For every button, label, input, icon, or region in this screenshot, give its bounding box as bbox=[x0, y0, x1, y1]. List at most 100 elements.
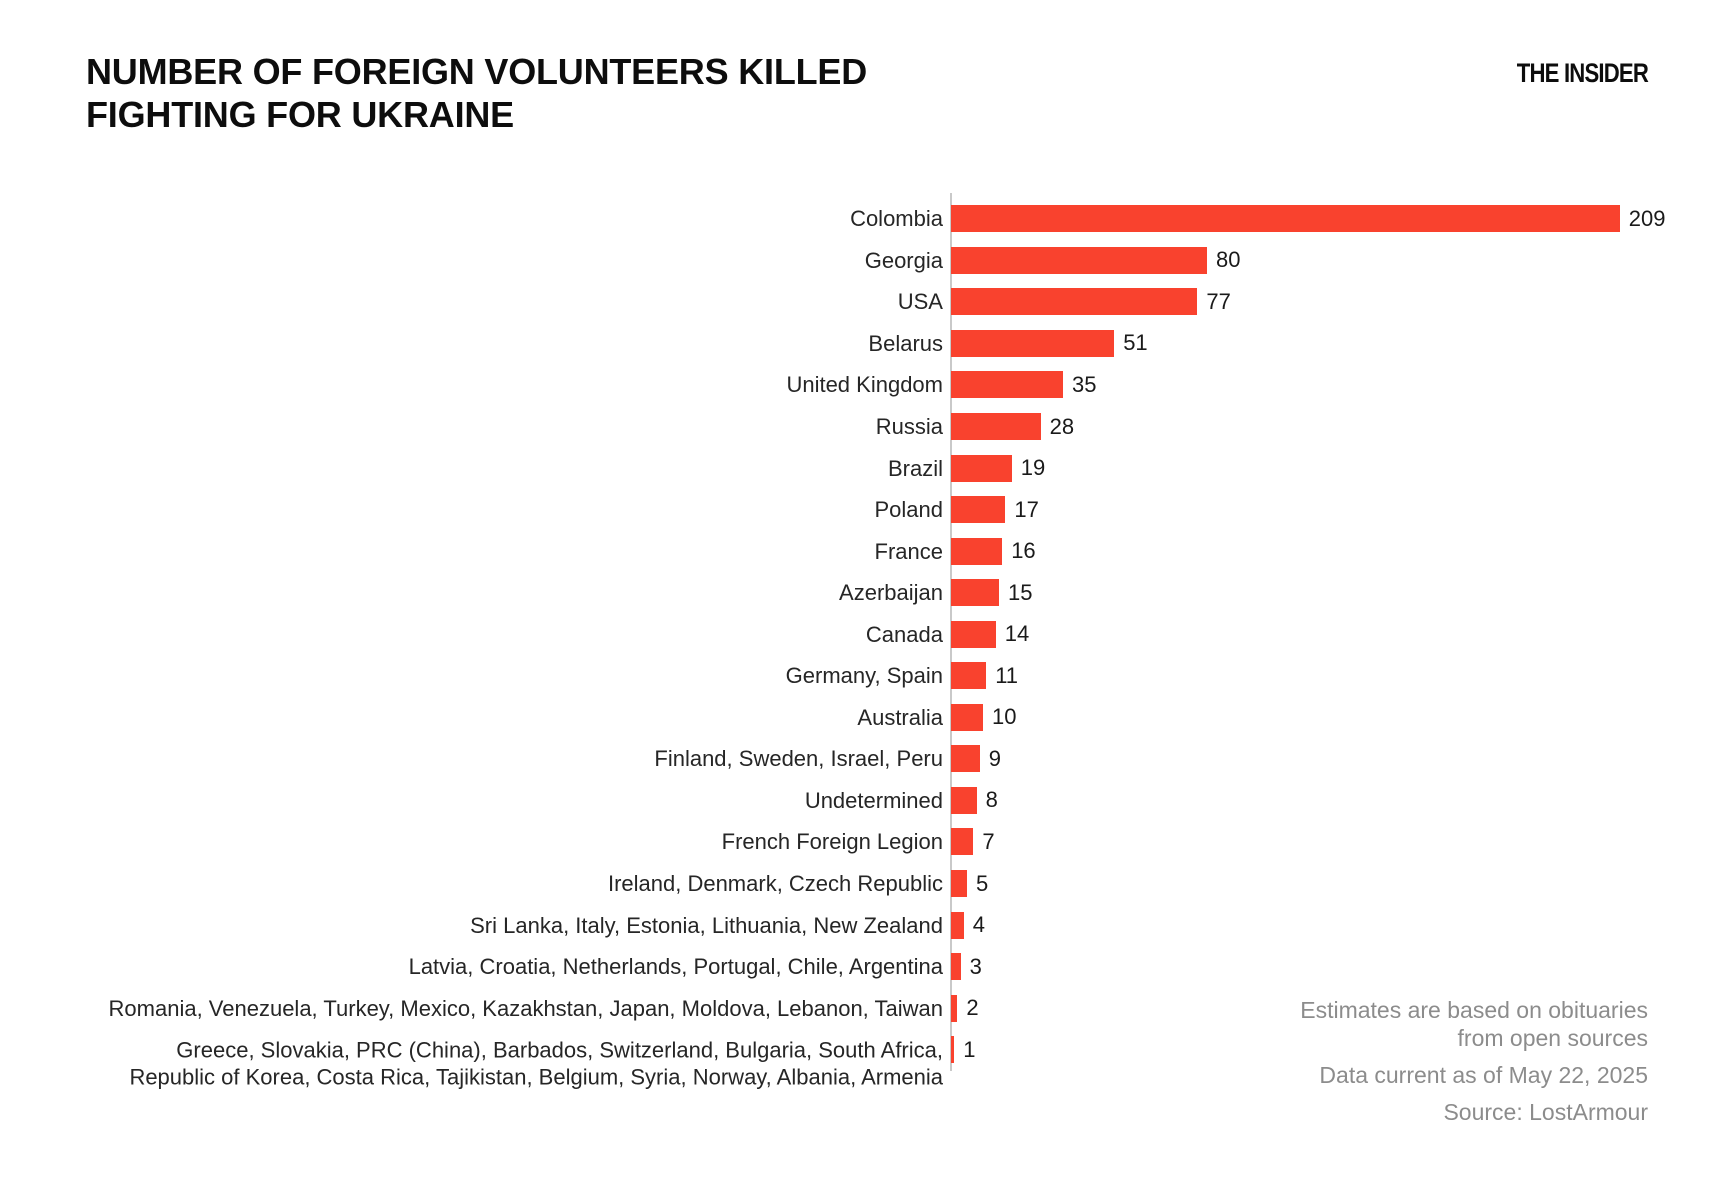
bar-row: Sri Lanka, Italy, Estonia, Lithuania, Ne… bbox=[0, 904, 1732, 946]
bar bbox=[951, 329, 1115, 357]
bar bbox=[951, 870, 967, 898]
bar bbox=[951, 911, 964, 939]
bar-row: Latvia, Croatia, Netherlands, Portugal, … bbox=[0, 946, 1732, 988]
category-label: Ireland, Denmark, Czech Republic bbox=[607, 871, 943, 897]
brand-logo: THE INSIDER bbox=[1516, 58, 1649, 88]
bar-row: Georgia 80 bbox=[0, 240, 1732, 282]
bar-track: 51 bbox=[951, 329, 1148, 357]
bar-row: France 16 bbox=[0, 530, 1732, 572]
bar bbox=[951, 745, 980, 773]
category-label: Russia bbox=[875, 414, 943, 439]
category-label: Australia bbox=[857, 704, 943, 730]
chart-title: NUMBER OF FOREIGN VOLUNTEERS KILLED FIGH… bbox=[86, 51, 868, 135]
bar-row: USA 77 bbox=[0, 281, 1732, 323]
bar-track: 10 bbox=[951, 703, 1017, 731]
value-label: 4 bbox=[972, 912, 986, 938]
bar-row: United Kingdom 35 bbox=[0, 364, 1732, 406]
value-label: 17 bbox=[1014, 496, 1039, 522]
bar bbox=[951, 371, 1063, 399]
bar bbox=[951, 828, 974, 856]
bar-row: French Foreign Legion 7 bbox=[0, 821, 1732, 863]
bar bbox=[951, 579, 999, 607]
value-label: 80 bbox=[1216, 247, 1241, 273]
category-label: France bbox=[874, 538, 943, 564]
bar-row: Russia 28 bbox=[0, 406, 1732, 448]
bar-track: 11 bbox=[951, 662, 1019, 690]
bar-track: 4 bbox=[951, 911, 986, 939]
category-label: USA bbox=[897, 289, 943, 315]
bar-track: 19 bbox=[951, 454, 1045, 482]
category-label: Germany, Spain bbox=[785, 663, 943, 689]
note-source: Source: LostArmour bbox=[1443, 1099, 1648, 1125]
note-data-current: Data current as of May 22, 2025 bbox=[1319, 1062, 1648, 1088]
bar-track: 77 bbox=[951, 288, 1231, 316]
value-label: 28 bbox=[1049, 413, 1075, 439]
value-label: 7 bbox=[982, 828, 995, 854]
category-label: Azerbaijan bbox=[839, 580, 943, 606]
category-label: Undetermined bbox=[804, 787, 943, 813]
note-methodology: Estimates are based on obituaries from o… bbox=[1300, 997, 1648, 1051]
category-label: Finland, Sweden, Israel, Peru bbox=[654, 746, 943, 772]
value-label: 15 bbox=[1008, 579, 1033, 605]
bar-rows: Colombia 209 Georgia 80 USA 77 Belarus 51 United… bbox=[0, 198, 1732, 1089]
bar-track: 7 bbox=[951, 828, 995, 856]
footnotes: Estimates are based on obituaries from o… bbox=[1300, 996, 1648, 1126]
category-label: Poland bbox=[874, 497, 943, 523]
value-label: 209 bbox=[1628, 205, 1666, 231]
category-label: Georgia bbox=[864, 247, 943, 273]
value-label: 16 bbox=[1011, 538, 1036, 564]
category-label: Canada bbox=[865, 621, 943, 647]
bar-row: Colombia 209 bbox=[0, 198, 1732, 240]
category-label: Romania, Venezuela, Turkey, Mexico, Kaza… bbox=[108, 995, 943, 1021]
bar bbox=[951, 662, 987, 690]
bar-track: 2 bbox=[951, 994, 979, 1022]
value-label: 9 bbox=[988, 745, 1002, 771]
value-label: 14 bbox=[1004, 621, 1030, 647]
bar-track: 3 bbox=[951, 953, 982, 981]
bar-track: 1 bbox=[951, 1036, 976, 1064]
value-label: 1 bbox=[963, 1036, 976, 1062]
bar-row: Belarus 51 bbox=[0, 323, 1732, 365]
bar bbox=[951, 537, 1003, 565]
category-label: Belarus bbox=[868, 330, 943, 356]
bar-track: 80 bbox=[951, 246, 1241, 274]
bar-row: Brazil 19 bbox=[0, 447, 1732, 489]
value-label: 35 bbox=[1072, 371, 1097, 397]
bar-track: 9 bbox=[951, 745, 1002, 773]
bar-row: Undetermined 8 bbox=[0, 780, 1732, 822]
bar-row: Romania, Venezuela, Turkey, Mexico, Kaza… bbox=[0, 987, 1732, 1029]
value-label: 77 bbox=[1206, 288, 1231, 314]
value-label: 2 bbox=[966, 995, 979, 1021]
bar-row: Azerbaijan 15 bbox=[0, 572, 1732, 614]
bar bbox=[951, 288, 1198, 316]
bar bbox=[951, 454, 1012, 482]
category-label: Greece, Slovakia, PRC (China), Barbados,… bbox=[129, 1037, 943, 1090]
bar-row: Greece, Slovakia, PRC (China), Barbados,… bbox=[0, 1029, 1732, 1089]
bar-track: 209 bbox=[951, 205, 1666, 233]
bar-row: Canada 14 bbox=[0, 613, 1732, 655]
bar-row: Poland 17 bbox=[0, 489, 1732, 531]
bar bbox=[951, 205, 1620, 233]
bar bbox=[951, 994, 958, 1022]
bar bbox=[951, 496, 1006, 524]
category-label: French Foreign Legion bbox=[721, 829, 943, 855]
category-label: Colombia bbox=[850, 206, 943, 232]
value-label: 11 bbox=[995, 662, 1019, 688]
value-label: 51 bbox=[1123, 330, 1148, 356]
bar-row: Germany, Spain 11 bbox=[0, 655, 1732, 697]
category-label: Sri Lanka, Italy, Estonia, Lithuania, Ne… bbox=[470, 912, 943, 938]
bar bbox=[951, 953, 961, 981]
bar-row: Ireland, Denmark, Czech Republic 5 bbox=[0, 863, 1732, 905]
value-label: 3 bbox=[969, 953, 982, 979]
bar-track: 17 bbox=[951, 496, 1039, 524]
bar bbox=[951, 786, 977, 814]
bar bbox=[951, 620, 996, 648]
bar-track: 15 bbox=[951, 579, 1033, 607]
category-label: United Kingdom bbox=[786, 372, 943, 398]
value-label: 10 bbox=[992, 704, 1017, 730]
category-label: Latvia, Croatia, Netherlands, Portugal, … bbox=[408, 954, 943, 980]
bar-track: 14 bbox=[951, 620, 1030, 648]
category-label: Brazil bbox=[887, 455, 943, 481]
bar-row: Finland, Sweden, Israel, Peru 9 bbox=[0, 738, 1732, 780]
